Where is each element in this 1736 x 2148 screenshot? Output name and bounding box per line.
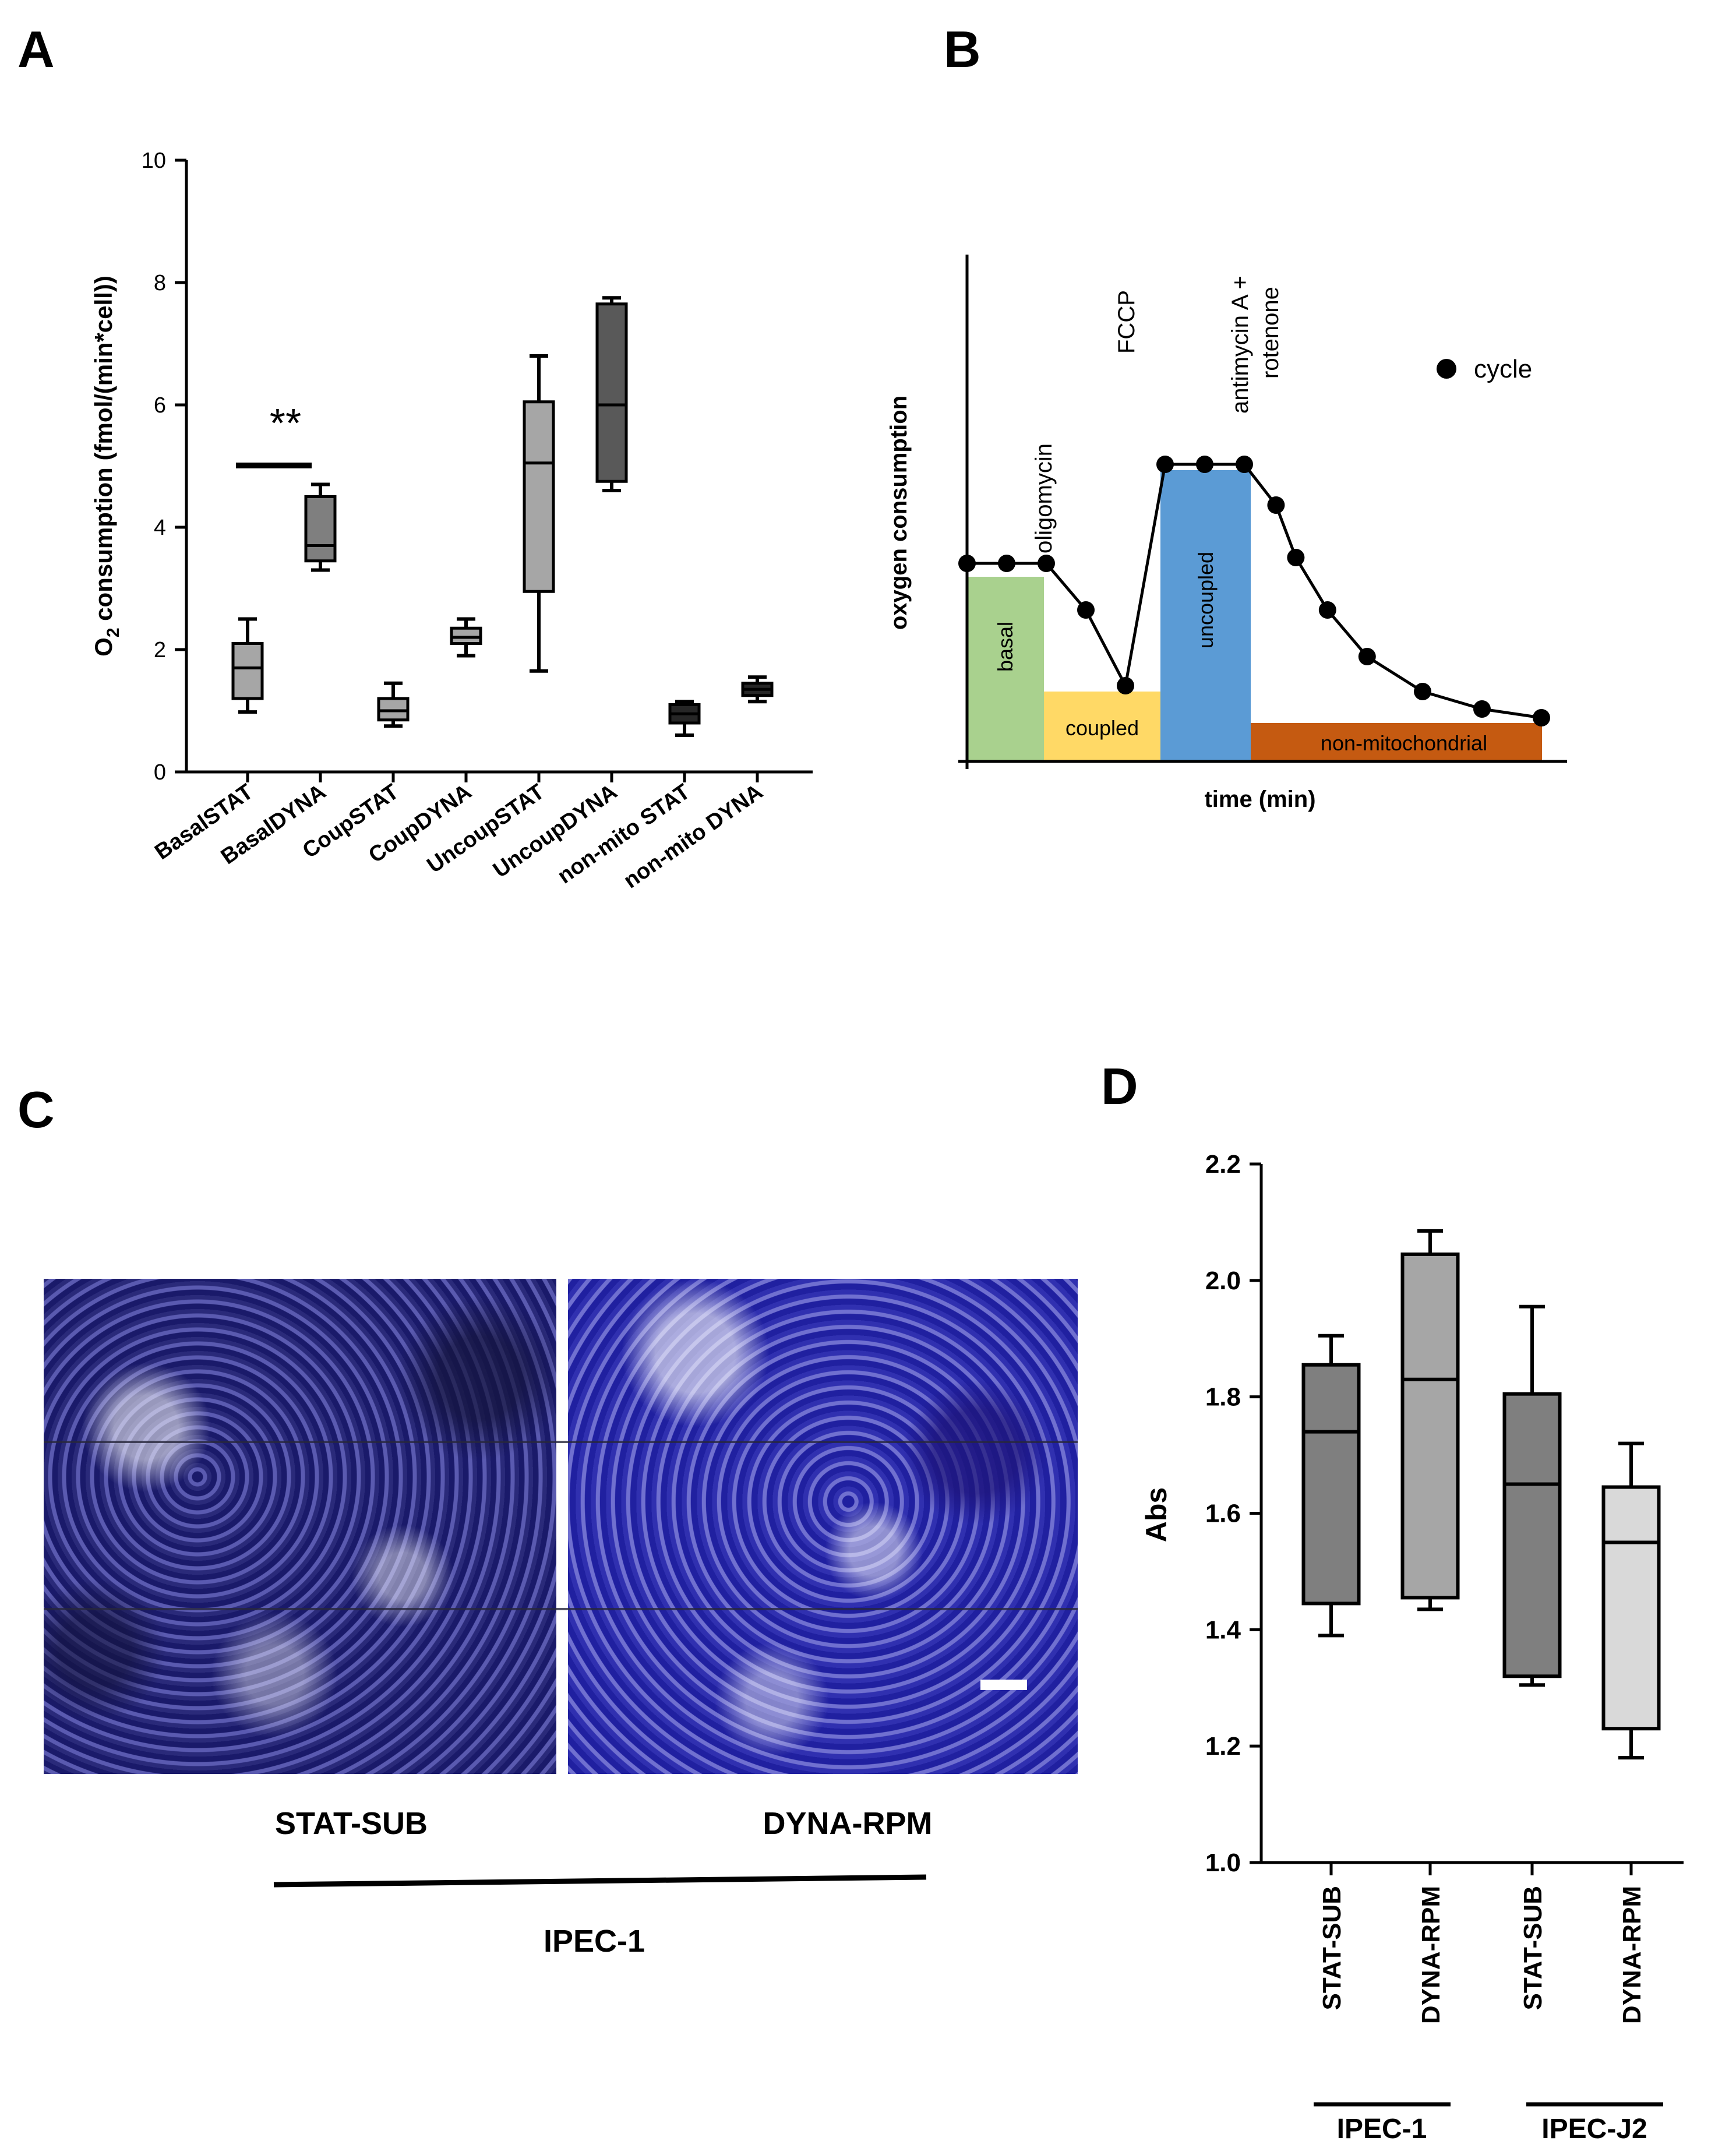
chart-a-o2-consumption: O2 consumption (fmol/(min*cell)) ** 0 2 4 6…	[90, 149, 813, 893]
chart-d-box	[1601, 1485, 1661, 1731]
chart-b-point	[1533, 709, 1550, 726]
chart-b-point	[998, 555, 1015, 572]
chart-d-x-tick-label: STAT-SUB	[1318, 1886, 1346, 2010]
micrograph-right-label: DYNA-RPM	[763, 1806, 933, 1841]
chart-a-y-tick-label: 0	[154, 760, 166, 785]
injection-oligomycin: oligomycin	[1031, 443, 1057, 553]
chart-d-abs: Abs IPEC-1 IPEC-J2 1.0 1.2 1.4 1.6 1.8 2.0 2.2…	[1140, 1150, 1684, 2145]
region-coupled	[1044, 692, 1160, 761]
chart-b-point	[1318, 601, 1336, 619]
chart-a-y-tick-label: 10	[142, 149, 166, 173]
chart-d-y-tick-label: 1.4	[1205, 1616, 1241, 1644]
chart-a-significance: **	[270, 400, 301, 446]
micrograph-group-label: IPEC-1	[544, 1924, 645, 1959]
micrograph-scale-bar	[980, 1680, 1027, 1690]
chart-a-y-tick-label: 8	[154, 271, 166, 295]
injection-antimycin: antimycin A +	[1227, 276, 1253, 414]
chart-d-group-ipecj2: IPEC-J2	[1541, 2114, 1647, 2145]
region-non-mitochondrial	[1251, 723, 1542, 761]
chart-a-box	[450, 626, 482, 645]
chart-b-point	[1473, 700, 1491, 718]
micrograph-left-label: STAT-SUB	[275, 1806, 428, 1841]
micrograph-stitch-line-2	[44, 1608, 1078, 1610]
chart-a-box	[304, 495, 337, 563]
chart-d-y-tick-label: 1.6	[1205, 1500, 1241, 1528]
chart-d-box	[1301, 1363, 1361, 1606]
micrograph-group-bar	[273, 1874, 927, 1888]
micrograph-dyna-rpm	[568, 1279, 1078, 1774]
chart-d-x-tick-label: DYNA-RPM	[1417, 1886, 1445, 2024]
chart-a-box	[523, 400, 555, 593]
chart-b-point	[1156, 456, 1174, 473]
panel-label-a: A	[17, 20, 55, 78]
chart-b-point	[1287, 549, 1305, 566]
chart-d-y-tick-label: 1.2	[1205, 1732, 1241, 1761]
chart-d-y-label: Abs	[1140, 1487, 1173, 1542]
chart-b-point	[1236, 456, 1253, 473]
panel-label-b: B	[944, 20, 981, 78]
chart-b-y-label: oxygen consumption	[886, 396, 912, 630]
chart-d-y-tick-label: 1.0	[1205, 1849, 1241, 1877]
chart-d-y-tick-label: 1.8	[1205, 1383, 1241, 1412]
region-coupled-label: coupled	[1065, 716, 1139, 740]
chart-b-x-label: time (min)	[1204, 786, 1315, 812]
chart-d-box	[1502, 1392, 1562, 1678]
panel-label-c: C	[17, 1081, 55, 1138]
legend-cycle-marker	[1437, 359, 1456, 379]
chart-d-y-tick-label: 2.0	[1205, 1267, 1241, 1295]
region-basal-label: basal	[993, 622, 1017, 672]
chart-b-point	[1196, 456, 1213, 473]
chart-a-box	[595, 302, 628, 483]
chart-b-point	[1414, 683, 1431, 700]
chart-b-point	[1117, 677, 1134, 694]
chart-b-point	[1038, 555, 1055, 572]
legend-cycle-label: cycle	[1474, 355, 1532, 383]
region-uncoupled-label: uncoupled	[1194, 552, 1218, 648]
region-non-mitochondrial-label: non-mitochondrial	[1321, 731, 1487, 755]
micrograph-stitch-line-1	[44, 1441, 1078, 1443]
chart-a-y-tick-label: 6	[154, 393, 166, 418]
chart-b-point	[1267, 496, 1285, 514]
chart-a-y-tick-label: 2	[154, 638, 166, 662]
chart-b-point	[1077, 601, 1095, 619]
chart-b-schematic: basal coupled uncoupled non-mitochondria…	[886, 255, 1567, 812]
chart-b-point	[958, 555, 976, 572]
chart-d-x-tick-label: STAT-SUB	[1519, 1886, 1547, 2010]
injection-fccp: FCCP	[1114, 290, 1139, 354]
injection-rotenone: rotenone	[1258, 287, 1283, 379]
chart-d-x-tick-label: DYNA-RPM	[1618, 1886, 1646, 2024]
micrograph-stat-sub	[44, 1279, 556, 1774]
chart-a-box	[377, 697, 410, 722]
chart-b-point	[1358, 648, 1376, 665]
region-basal	[967, 577, 1044, 761]
panel-label-d: D	[1101, 1057, 1138, 1115]
chart-a-y-tick-label: 4	[154, 516, 166, 540]
chart-d-y-tick-label: 2.2	[1205, 1150, 1241, 1179]
chart-d-box	[1400, 1252, 1460, 1600]
region-uncoupled	[1160, 470, 1251, 761]
chart-a-y-label: O2 consumption (fmol/(min*cell))	[90, 276, 123, 657]
chart-a-box	[231, 642, 264, 700]
chart-d-group-ipec1: IPEC-1	[1337, 2114, 1427, 2145]
